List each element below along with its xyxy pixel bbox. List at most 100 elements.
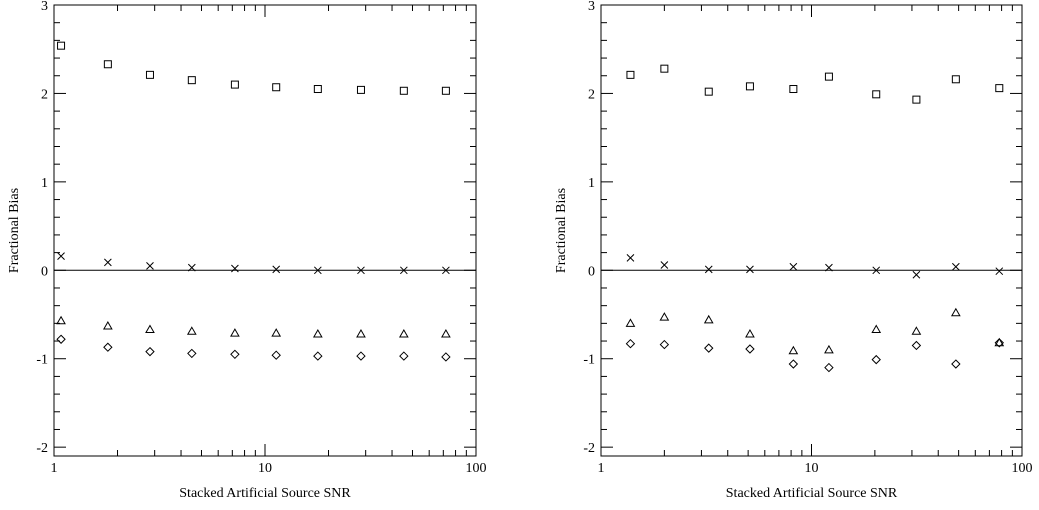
cross-marker [357, 266, 365, 275]
y-tick-label: 0 [41, 264, 48, 279]
x-tick-label: 100 [466, 461, 487, 476]
triangle-marker [950, 307, 961, 317]
y-tick-label: 2 [588, 87, 595, 102]
chart-panel-2: 1 10 100 -2 -1 0 1 2 3 Stacked Artificial Source … [554, 0, 1033, 501]
diamond-marker [911, 340, 922, 351]
square-marker [872, 90, 881, 99]
cross-marker [231, 264, 239, 273]
y-tick-label: -2 [36, 441, 48, 456]
diamond-marker [145, 346, 155, 357]
diamond-marker [313, 351, 323, 361]
triangle-marker [994, 337, 1005, 347]
square-marker [272, 83, 281, 92]
triangle-marker [230, 328, 240, 337]
diamond-marker [704, 343, 714, 353]
diamond-marker [187, 348, 197, 359]
diamond-marker [441, 352, 451, 362]
square-marker [230, 80, 239, 89]
cross-marker [442, 266, 450, 275]
y-tick-label: -1 [583, 353, 595, 368]
triangle-marker [186, 326, 197, 335]
cross-marker [746, 265, 754, 274]
diamond-marker [356, 351, 366, 361]
square-marker [824, 72, 833, 81]
triangle-marker [788, 345, 799, 355]
cross-marker [272, 265, 281, 274]
cross-marker [825, 263, 833, 272]
triangle-marker [312, 328, 323, 338]
x-tick-label: 10 [258, 461, 272, 476]
y-tick-label: 1 [41, 176, 48, 191]
cross-marker [146, 262, 154, 270]
diamond-marker [788, 359, 799, 369]
y-tick-label: 1 [588, 176, 595, 191]
diamond-marker [230, 349, 240, 360]
x-tick-label: 10 [805, 461, 819, 476]
y-axis-label: Fractional Bias [554, 188, 569, 273]
plot-frame [53, 4, 477, 457]
cross-marker [789, 262, 798, 271]
square-marker [145, 70, 154, 79]
square-marker [626, 70, 635, 79]
cross-marker [912, 270, 921, 279]
triangle-marker [441, 328, 451, 338]
triangle-marker [824, 344, 834, 354]
chart-panel-1: 1 10 100 -2 -1 0 1 2 3 Stacked Artificial Source … [7, 0, 487, 501]
cross-marker [57, 252, 65, 260]
diamond-marker [56, 334, 66, 344]
triangle-marker [145, 324, 155, 334]
x-axis-label: Stacked Artificial Source SNR [726, 486, 898, 501]
diamond-marker [271, 350, 281, 360]
triangle-marker [871, 324, 882, 334]
x-tick-label: 100 [1012, 461, 1033, 476]
diamond-marker [745, 344, 755, 354]
y-tick-label: -2 [583, 441, 595, 456]
triangle-marker [625, 318, 636, 327]
x-tick-label: 1 [51, 461, 58, 476]
cross-marker [626, 254, 635, 262]
diamond-marker [659, 339, 670, 350]
triangle-marker [103, 320, 113, 330]
diamond-marker [994, 338, 1004, 348]
square-marker [951, 75, 960, 84]
y-tick-label: 2 [41, 87, 48, 102]
cross-marker [704, 265, 713, 274]
triangle-marker [398, 328, 409, 338]
triangle-marker [911, 326, 922, 335]
square-marker [103, 60, 112, 69]
square-marker [660, 64, 669, 73]
y-tick-label: -1 [36, 353, 48, 368]
diamond-marker [399, 351, 409, 361]
square-marker [995, 84, 1004, 93]
cross-marker [951, 262, 960, 271]
diamond-marker [103, 342, 113, 352]
diamond-marker [951, 359, 961, 369]
square-marker [704, 87, 713, 96]
square-marker [313, 85, 322, 94]
cross-marker [104, 258, 112, 267]
square-marker [912, 95, 921, 104]
square-marker [187, 76, 196, 85]
cross-marker [313, 266, 322, 275]
cross-marker [187, 263, 196, 272]
triangle-marker [56, 315, 66, 325]
diamond-marker [824, 362, 834, 373]
square-marker [356, 85, 365, 94]
triangle-marker [659, 312, 670, 321]
x-tick-label: 1 [598, 461, 605, 476]
cross-marker [872, 266, 881, 275]
cross-marker [660, 261, 669, 269]
square-marker [745, 82, 754, 91]
square-marker [789, 85, 798, 94]
square-marker [399, 86, 408, 95]
square-marker [57, 41, 66, 50]
cross-marker [399, 266, 408, 275]
x-axis-label: Stacked Artificial Source SNR [179, 486, 351, 501]
triangle-marker [271, 328, 282, 337]
cross-marker [995, 267, 1004, 276]
triangle-marker [745, 328, 755, 338]
triangle-marker [703, 314, 714, 324]
y-tick-label: 3 [41, 0, 48, 14]
